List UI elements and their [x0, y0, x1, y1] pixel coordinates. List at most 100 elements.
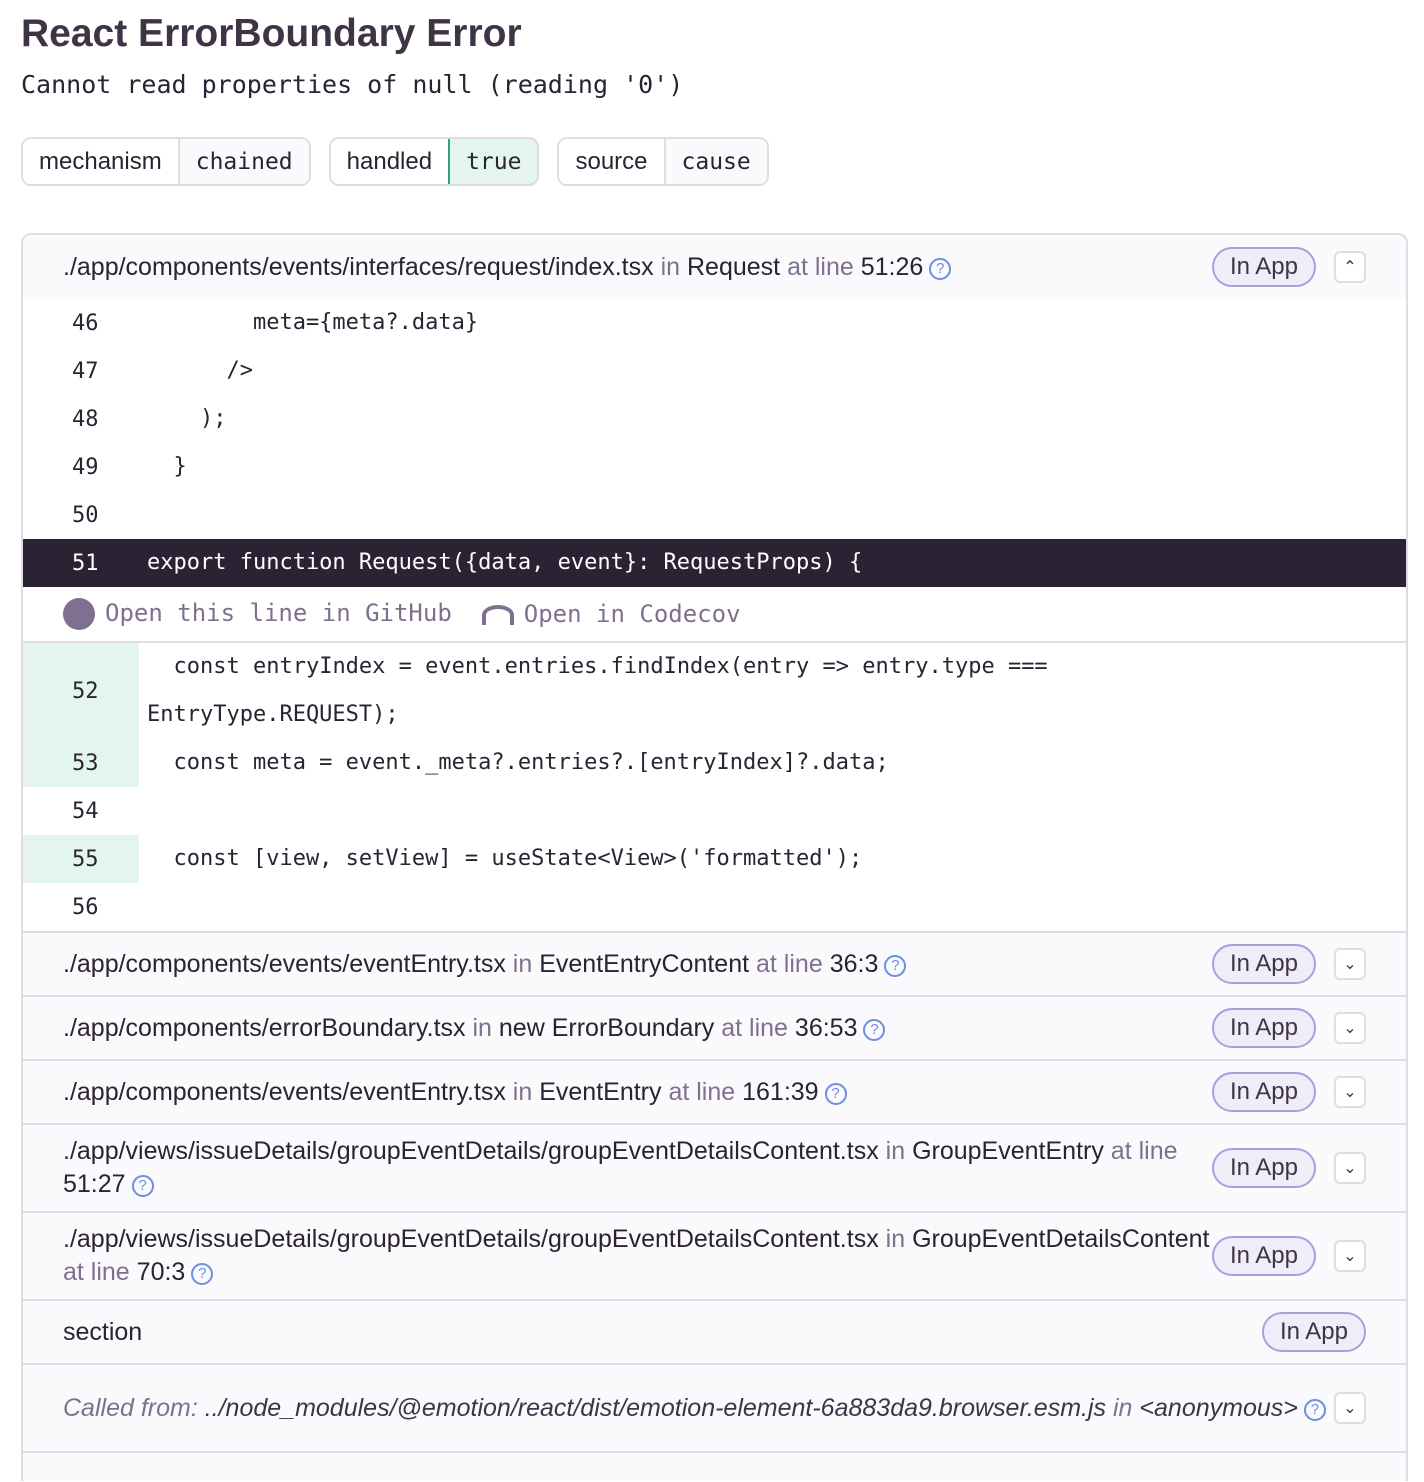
frame-function: <anonymous> — [1139, 1393, 1298, 1422]
frame-file: ./app/components/errorBoundary.tsx — [63, 1013, 466, 1042]
open-codecov-link[interactable]: Open in Codecov — [481, 600, 741, 628]
chevron-down-icon[interactable]: ⌄ — [1334, 948, 1366, 980]
code-line: 54 — [23, 787, 1406, 835]
code-context: 46 meta={meta?.data} 47 /> 48 ); 49 } 50 51 ex… — [23, 299, 1406, 931]
in-label: in — [512, 949, 533, 978]
frame-file: ./app/components/events/eventEntry.tsx — [63, 949, 506, 978]
in-label: in — [472, 1013, 492, 1042]
codecov-label: Open in Codecov — [523, 600, 741, 628]
source-links: Open this line in GitHub Open in Codecov — [23, 587, 1406, 643]
frame-file: ./app/views/issueDetails/groupEventDetai… — [63, 1137, 879, 1165]
chevron-down-icon[interactable]: ⌄ — [1334, 1240, 1366, 1272]
frame-row[interactable]: section In App — [23, 1299, 1406, 1363]
tag-value: chained — [177, 139, 309, 184]
frame-row[interactable]: ./app/components/events/eventEntry.tsx i… — [23, 1059, 1406, 1123]
frame-row[interactable]: ./app/components/errorBoundary.tsx in ne… — [23, 995, 1406, 1059]
help-icon[interactable]: ? — [884, 954, 907, 977]
in-app-badge: In App — [1211, 1008, 1316, 1048]
in-label: in — [885, 1225, 906, 1253]
in-label: in — [512, 1077, 533, 1106]
frame-line: 36:53 — [794, 1013, 858, 1042]
code-line: 53 const meta = event._meta?.entries?.[e… — [23, 739, 1406, 787]
in-app-badge: In App — [1211, 944, 1316, 984]
in-app-badge: In App — [1211, 1072, 1316, 1112]
tag-value: cause — [663, 139, 767, 184]
code-text — [139, 883, 1406, 931]
code-text: /> — [147, 358, 253, 383]
code-text: ); — [147, 406, 227, 431]
frame-line: 51:26 — [860, 252, 924, 281]
github-icon — [63, 598, 95, 630]
at-line-label: at line — [756, 949, 823, 978]
frame-row[interactable]: ./app/views/issueDetails/groupEventDetai… — [23, 1123, 1406, 1211]
frame-file: ./app/components/events/interfaces/reque… — [63, 252, 654, 281]
code-text: } — [147, 454, 187, 479]
tag-key: source — [559, 139, 664, 184]
code-line: 52 const entryIndex = event.entries.find… — [23, 643, 1406, 739]
code-line: 56 — [23, 883, 1406, 931]
tag-list: mechanism chained handled true source cause — [21, 137, 769, 186]
help-icon[interactable]: ? — [824, 1082, 847, 1105]
frame-row[interactable] — [23, 1451, 1406, 1481]
frame-file: section — [63, 1317, 143, 1346]
help-icon[interactable]: ? — [1303, 1398, 1326, 1421]
line-number: 54 — [72, 798, 99, 824]
line-number: 46 — [72, 310, 99, 336]
code-line: 46 meta={meta?.data} — [23, 299, 1406, 347]
frame-function: GroupEventEntry — [912, 1137, 1104, 1165]
chevron-down-icon[interactable]: ⌄ — [1334, 1012, 1366, 1044]
code-text: const [view, setView] = useState<View>('… — [147, 846, 863, 871]
chevron-up-icon[interactable]: ⌃ — [1334, 251, 1366, 283]
line-number: 53 — [23, 739, 139, 787]
github-label: Open this line in GitHub — [105, 599, 452, 627]
frame-row[interactable]: ./app/components/events/interfaces/reque… — [23, 235, 1406, 299]
stack-trace: ./app/components/events/interfaces/reque… — [21, 233, 1408, 1481]
code-line: 48 ); — [23, 395, 1406, 443]
code-line: 49 } — [23, 443, 1406, 491]
help-icon[interactable]: ? — [929, 257, 952, 280]
chevron-down-icon[interactable]: ⌄ — [1334, 1152, 1366, 1184]
code-text: const entryIndex = event.entries.findInd… — [147, 654, 1048, 727]
tag-value: true — [448, 139, 538, 184]
line-number: 47 — [72, 358, 99, 384]
tag-source[interactable]: source cause — [557, 137, 769, 186]
help-icon[interactable]: ? — [191, 1263, 214, 1285]
help-icon[interactable]: ? — [863, 1018, 886, 1041]
chevron-down-icon[interactable]: ⌄ — [1334, 1076, 1366, 1108]
code-line-active: 51 export function Request({data, event}:… — [23, 539, 1406, 587]
frame-row[interactable]: ./app/components/events/eventEntry.tsx i… — [23, 931, 1406, 995]
code-text — [139, 787, 1406, 835]
codecov-icon — [481, 605, 514, 625]
code-text: export function Request({data, event}: R… — [147, 550, 863, 575]
frame-row[interactable]: Called from: ../node_modules/@emotion/re… — [23, 1363, 1406, 1451]
tag-handled[interactable]: handled true — [328, 137, 540, 186]
code-line: 55 const [view, setView] = useState<View… — [23, 835, 1406, 883]
code-text — [139, 491, 1406, 539]
frame-row[interactable]: ./app/views/issueDetails/groupEventDetai… — [23, 1211, 1406, 1299]
at-line-label: at line — [721, 1013, 788, 1042]
line-number: 55 — [23, 835, 139, 883]
at-line-label: at line — [1110, 1137, 1178, 1165]
frame-file: ./app/views/issueDetails/groupEventDetai… — [63, 1225, 879, 1253]
code-line: 50 — [23, 491, 1406, 539]
frame-line: 51:27 — [63, 1170, 126, 1198]
in-label: in — [885, 1137, 906, 1165]
line-number: 56 — [72, 894, 99, 920]
code-text: meta={meta?.data} — [147, 310, 479, 335]
tag-key: mechanism — [23, 139, 178, 184]
help-icon[interactable]: ? — [131, 1175, 154, 1197]
open-github-link[interactable]: Open this line in GitHub — [63, 598, 452, 630]
line-number: 51 — [72, 550, 99, 576]
line-number: 48 — [72, 406, 99, 432]
frame-function: Request — [687, 252, 781, 281]
frame-line: 70:3 — [136, 1258, 186, 1286]
frame-function: GroupEventDetailsContent — [912, 1225, 1210, 1253]
called-from-label: Called from: — [63, 1393, 198, 1422]
frame-function: EventEntry — [539, 1077, 662, 1106]
chevron-down-icon[interactable]: ⌄ — [1334, 1392, 1366, 1424]
error-message: Cannot read properties of null (reading … — [21, 70, 684, 99]
in-app-badge: In App — [1261, 1312, 1366, 1352]
frame-function: new ErrorBoundary — [498, 1013, 715, 1042]
tag-mechanism[interactable]: mechanism chained — [21, 137, 311, 186]
at-line-label: at line — [63, 1258, 130, 1286]
